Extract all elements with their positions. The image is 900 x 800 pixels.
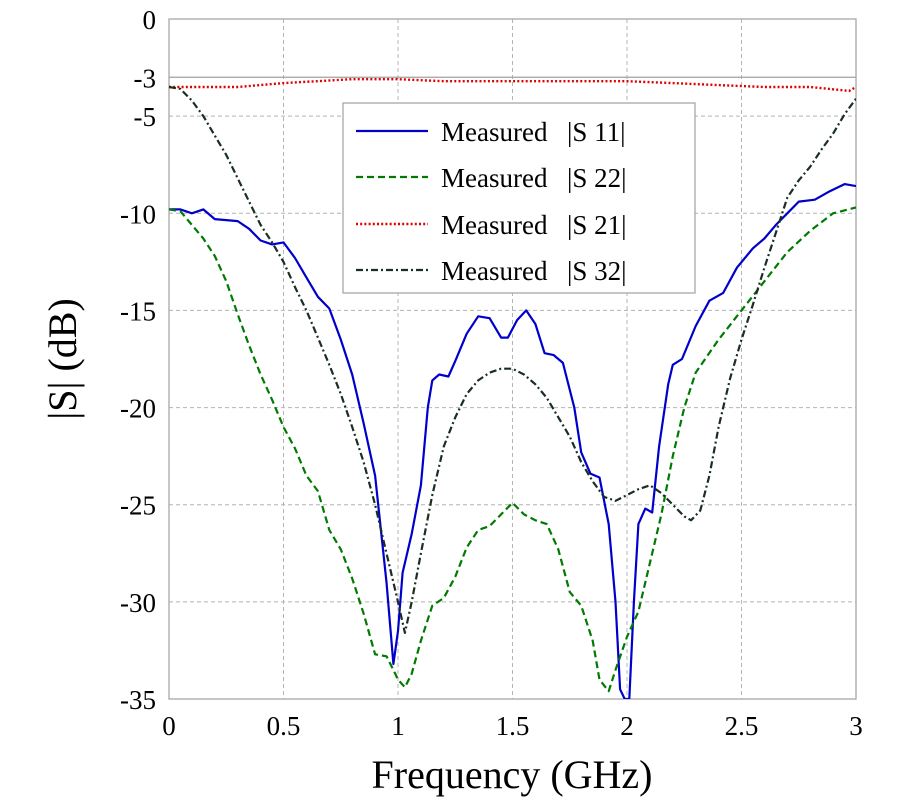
y-tick-label: -15 [120, 296, 156, 326]
series-layer [169, 77, 856, 699]
y-tick-label: -25 [120, 491, 156, 521]
legend: Measured |S 11| Measured |S 22| Measured |S 2… [342, 102, 696, 294]
x-tick-label: 2.5 [725, 711, 759, 741]
y-tick-label: -5 [134, 102, 157, 132]
legend-label-s11: Measured [441, 117, 548, 147]
legend-sublabel-s32: |S 32| [567, 256, 627, 286]
x-tick-label: 0 [162, 711, 176, 741]
y-tick-label: -20 [120, 394, 156, 424]
series-line-s22 [169, 206, 856, 693]
series-line-s11 [169, 183, 856, 699]
x-tick-label: 1 [391, 711, 405, 741]
x-tick-label: 1.5 [496, 711, 530, 741]
y-tick-labels: 0 -3 -5 -10 -15 -20 -25 -30 -35 [120, 5, 156, 715]
legend-sublabel-s11: |S 11| [567, 117, 626, 147]
y-tick-label: -10 [120, 199, 156, 229]
y-tick-label: -30 [120, 588, 156, 618]
plot-frame [168, 18, 857, 700]
y-tick-label: 0 [143, 5, 157, 35]
legend-box [342, 102, 696, 294]
x-tick-label: 2 [620, 711, 634, 741]
x-axis-title: Frequency (GHz) [372, 752, 653, 797]
y-tick-label: -3 [134, 63, 157, 93]
legend-sublabel-s21: |S 21| [567, 210, 627, 240]
x-tick-label: 3 [849, 711, 863, 741]
legend-label-s32: Measured [441, 256, 548, 286]
y-axis-title: |S| (dB) [40, 298, 85, 420]
x-tick-label: 0.5 [267, 711, 301, 741]
legend-label-s22: Measured [441, 163, 548, 193]
series-line-s21 [169, 77, 856, 93]
y-tick-label: -35 [120, 685, 156, 715]
legend-sublabel-s22: |S 22| [567, 163, 627, 193]
legend-label-s21: Measured [441, 210, 548, 240]
x-tick-labels: 0 0.5 1 1.5 2 2.5 3 [162, 711, 863, 741]
